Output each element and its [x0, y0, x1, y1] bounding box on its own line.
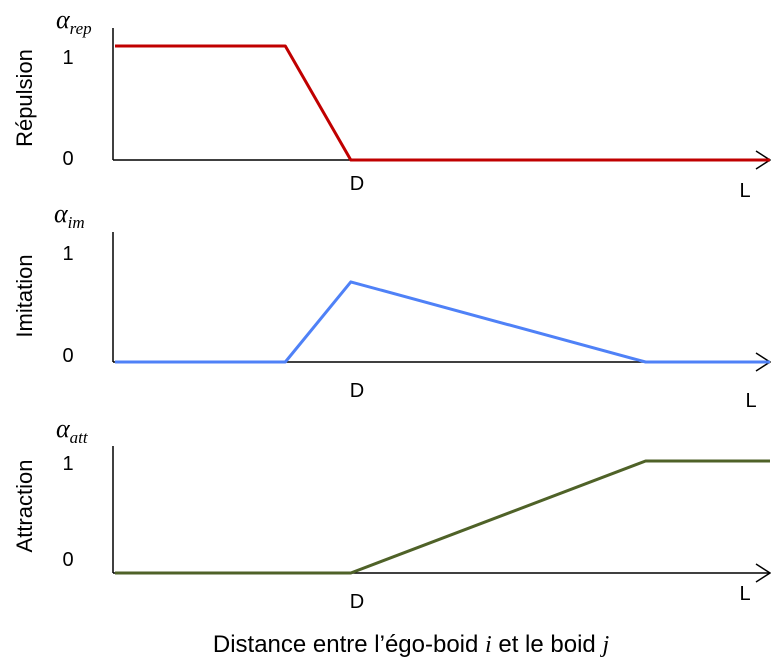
x-axis-title-text: Distance entre l’égo-boid [213, 631, 485, 658]
x-tick-label: L [745, 390, 756, 412]
y-axis-label: Attraction [12, 460, 37, 553]
x-axis-title-var-i: i [485, 632, 492, 658]
alpha-rep-subscript: rep [70, 19, 92, 38]
x-axis-title-var-j: j [599, 632, 609, 658]
x-axis-title-text: et le boid [492, 631, 603, 658]
alpha-rep-symbol: α [56, 5, 71, 34]
alpha-rep-label: αrep [56, 5, 92, 38]
y-tick-label: 0 [62, 345, 73, 367]
y-tick-label: 0 [62, 148, 73, 170]
y-tick-label: 1 [62, 453, 73, 475]
x-axis-title: Distance entre l’égo-boid i et le boid j [213, 631, 610, 658]
y-tick-label: 1 [62, 47, 73, 69]
repulsion-series-line [115, 44, 770, 162]
y-axis-label: Imitation [12, 254, 37, 337]
alpha-im-label: αim [54, 199, 85, 232]
attraction-panel: αatt Attraction 0 1 D L [12, 414, 771, 613]
alpha-att-label: αatt [56, 414, 89, 447]
imitation-series-line [115, 280, 770, 364]
x-tick-label: D [350, 173, 364, 195]
attraction-series-line [115, 459, 770, 575]
repulsion-panel: αrep Répulsion 0 1 D L [12, 5, 771, 202]
imitation-panel: αim Imitation 0 1 D L [12, 199, 771, 412]
alpha-att-subscript: att [70, 428, 89, 447]
y-tick-label: 1 [62, 243, 73, 265]
y-axis-label: Répulsion [12, 49, 37, 147]
y-tick-label: 0 [62, 549, 73, 571]
alpha-im-subscript: im [68, 213, 85, 232]
alpha-im-symbol: α [54, 199, 69, 228]
x-tick-label: D [350, 380, 364, 402]
x-axis-arrowhead [755, 563, 771, 583]
alpha-att-symbol: α [56, 414, 71, 443]
x-tick-label: L [739, 180, 750, 202]
x-tick-label: L [739, 583, 750, 605]
x-tick-label: D [350, 591, 364, 613]
